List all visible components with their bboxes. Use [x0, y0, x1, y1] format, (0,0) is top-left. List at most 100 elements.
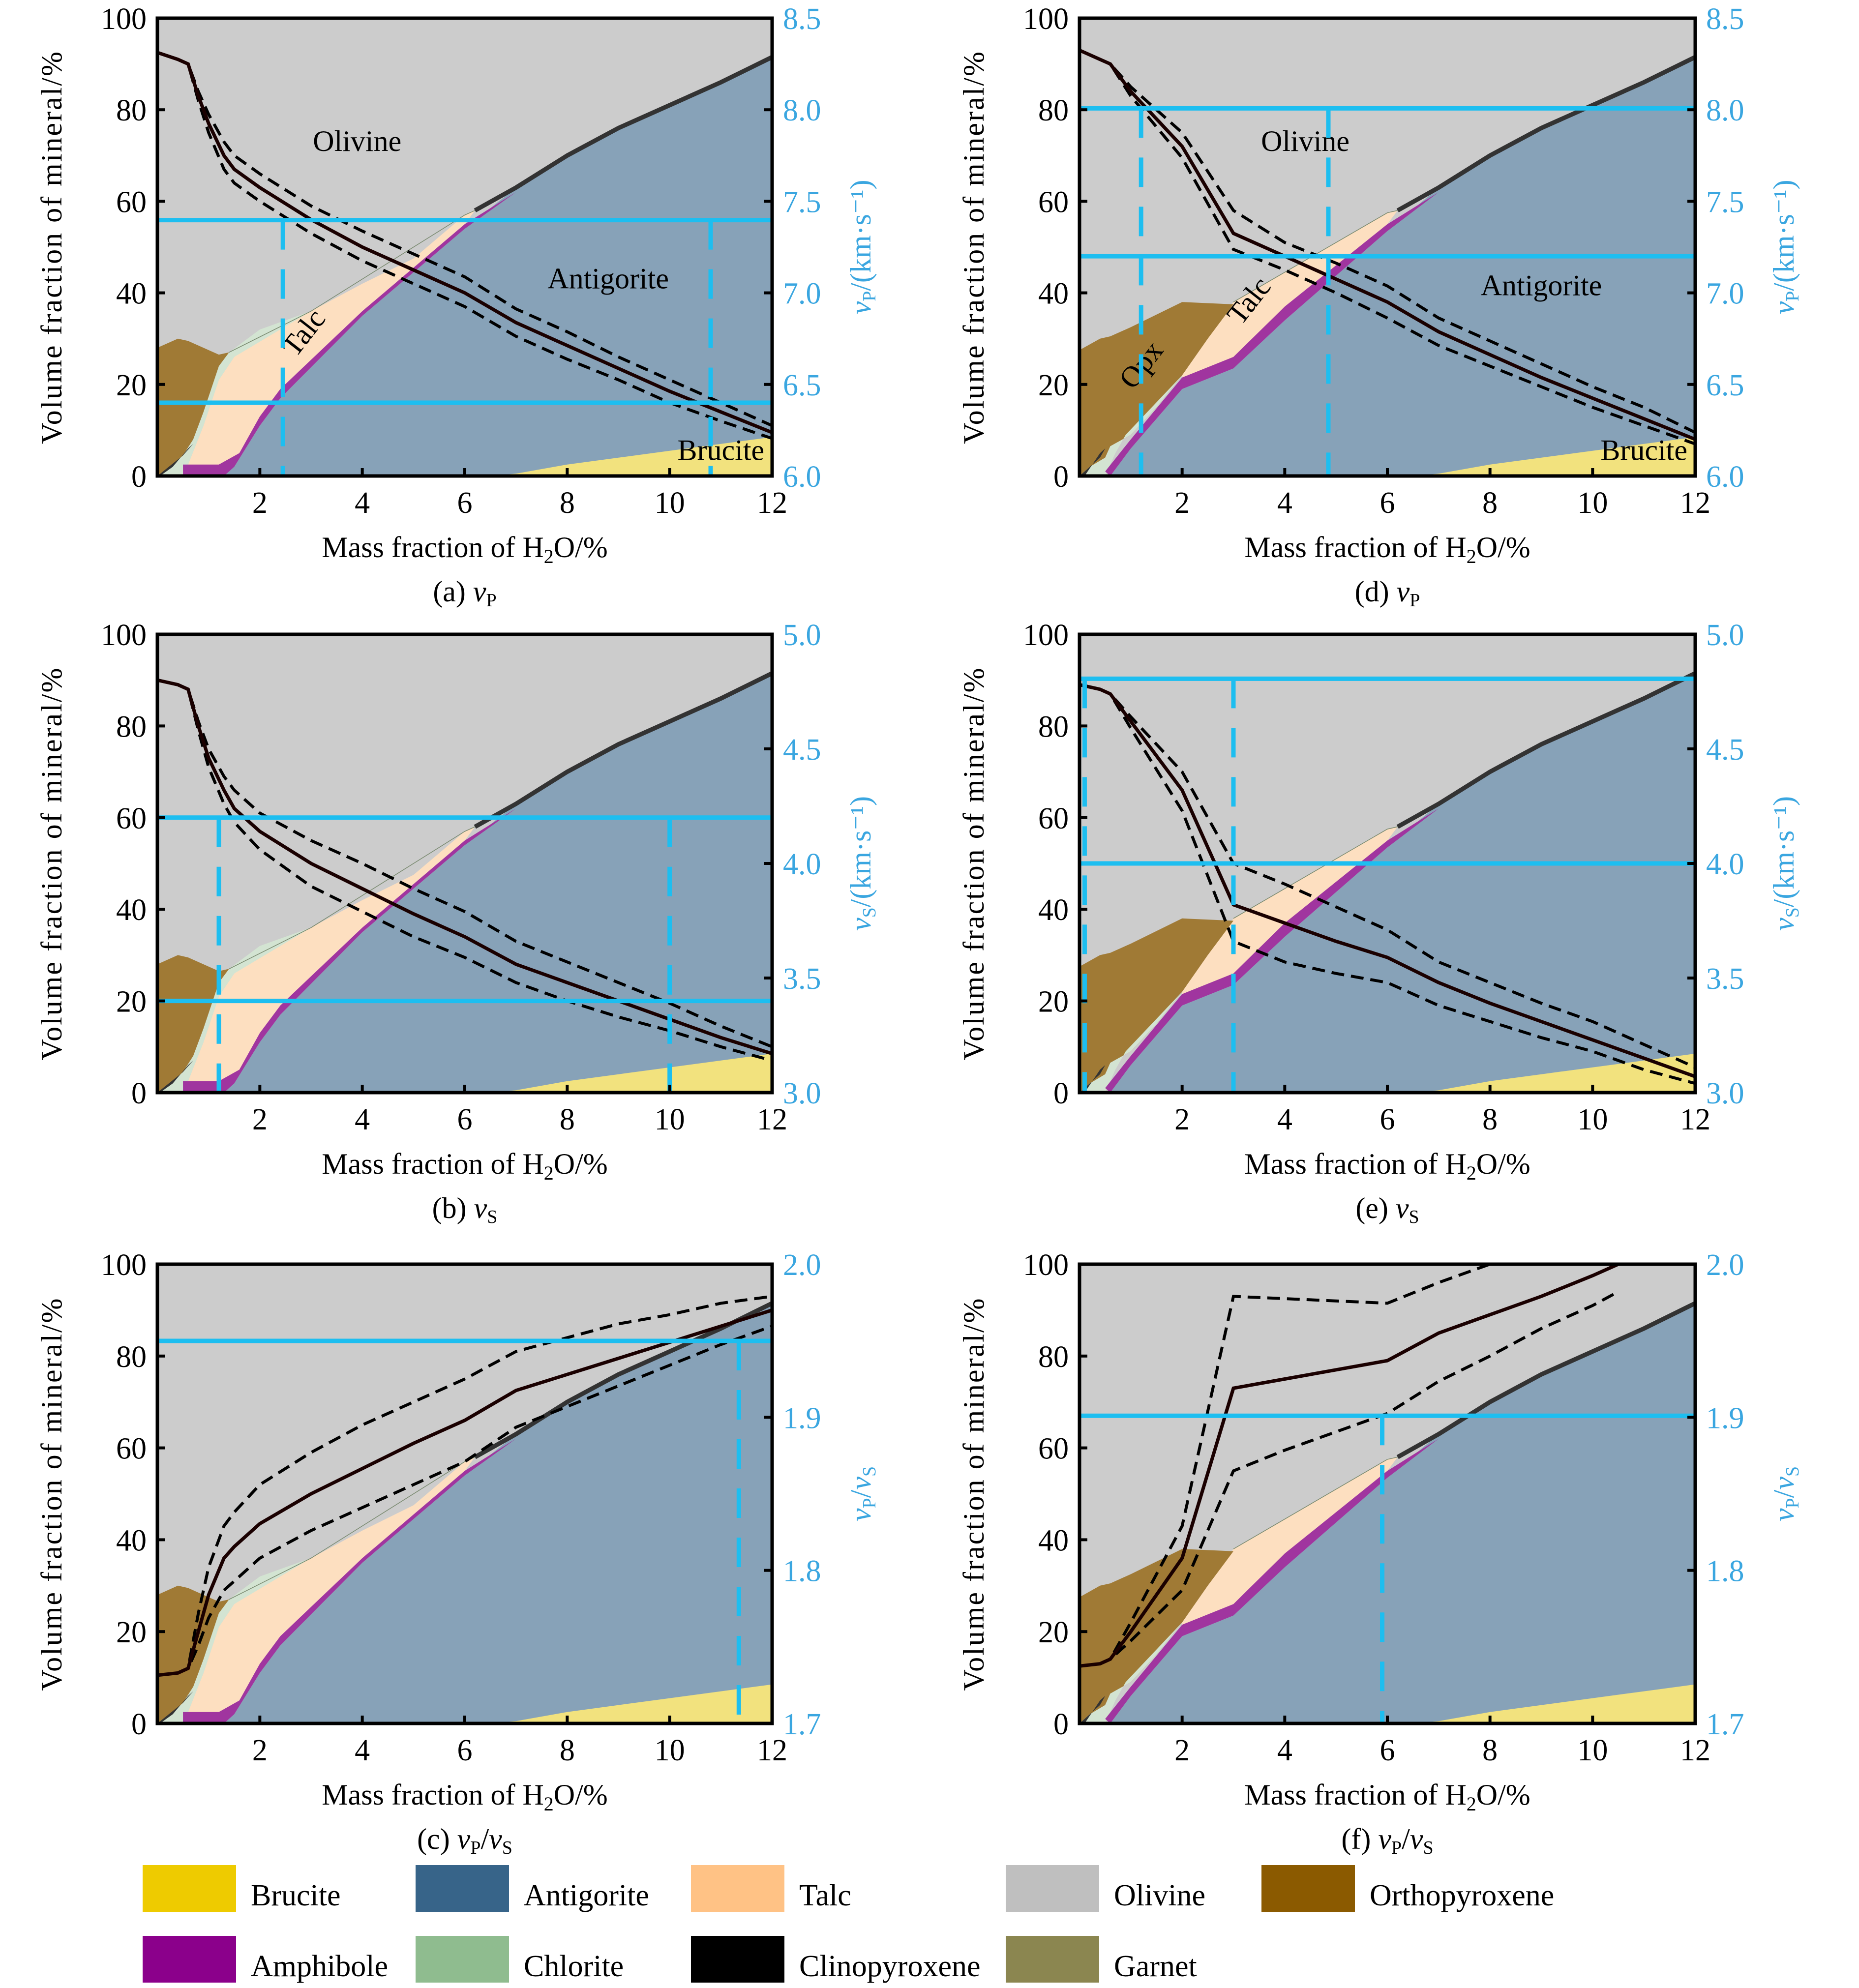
- cpx-region: [1079, 1696, 1106, 1723]
- talc-boundary-line: [1233, 1456, 1398, 1549]
- plot-area: [1079, 634, 1695, 1093]
- y-tick-label: 100: [1023, 1248, 1069, 1282]
- right-y-tick-label: 8.5: [783, 2, 821, 36]
- panel-caption: (a) vP: [433, 575, 496, 611]
- y-tick-label: 80: [116, 94, 147, 127]
- x-tick-label: 2: [252, 486, 268, 520]
- x-tick-label: 8: [1482, 486, 1498, 520]
- legend-swatch: [143, 1936, 236, 1983]
- talc-boundary-line: [1233, 826, 1398, 919]
- x-tick-label: 8: [1482, 1103, 1498, 1136]
- y-tick-label: 80: [116, 710, 147, 743]
- plot-area: [1079, 1264, 1695, 1723]
- legend-swatch: [1261, 1865, 1355, 1912]
- antigorite-boundary-line: [474, 1301, 772, 1459]
- right-axis-title: vP/(km·s⁻¹): [844, 179, 880, 314]
- x-tick-label: 12: [757, 1103, 787, 1136]
- right-axis-title: vP/(km·s⁻¹): [1768, 179, 1803, 314]
- legend-label: Brucite: [251, 1879, 341, 1912]
- opx-region: [1079, 1549, 1233, 1723]
- right-y-tick-label: 5.0: [783, 619, 821, 652]
- talc-region: [183, 1457, 475, 1723]
- cpx-region: [1079, 448, 1106, 476]
- legend-swatch: [143, 1865, 236, 1912]
- x-tick-label: 4: [355, 1103, 370, 1136]
- panel-b: 0 20 40 60 80 100 2 4 6 8 10 123.0 3.5 4.0 4.5 5.0 vS/(k…: [35, 619, 880, 1227]
- legend-item-brucite: Brucite: [143, 1865, 341, 1912]
- right-y-tick-label: 3.0: [1706, 1077, 1744, 1110]
- right-y-tick-label: 3.5: [1706, 962, 1744, 996]
- right-y-tick-label: 1.8: [783, 1555, 821, 1588]
- legend-item-talc: Talc: [691, 1865, 851, 1912]
- panel-caption: (f) vP/vS: [1341, 1823, 1433, 1858]
- chlorite-region: [157, 1558, 311, 1723]
- mean-velocity-curve: [157, 1308, 772, 1677]
- x-tick-label: 2: [1174, 1103, 1190, 1136]
- legend-label: Garnet: [1114, 1950, 1197, 1983]
- chlorite-region: [157, 927, 311, 1093]
- legend-label: Clinopyroxene: [799, 1950, 981, 1983]
- right-axis-title: vP/vS: [1768, 1466, 1803, 1521]
- antigorite-boundary-line: [474, 671, 772, 829]
- legend-swatch: [691, 1936, 784, 1983]
- cpx-region: [157, 444, 193, 476]
- brucite-region: [490, 437, 772, 476]
- antigorite-region: [157, 57, 772, 476]
- x-tick-label: 8: [560, 1734, 575, 1767]
- x-tick-label: 10: [1577, 1734, 1608, 1767]
- legend-label: Olivine: [1114, 1879, 1205, 1912]
- talc-boundary-line: [229, 826, 476, 970]
- legend-swatch: [1006, 1865, 1099, 1912]
- legend-item-garnet: Garnet: [1006, 1936, 1197, 1983]
- right-axis-title: vP/vS: [844, 1466, 880, 1521]
- region-label-antigorite: Antigorite: [547, 262, 669, 295]
- x-tick-label: 12: [1680, 486, 1710, 520]
- y-tick-label: 40: [116, 277, 147, 311]
- legend-swatch: [691, 1865, 784, 1912]
- x-axis-title: Mass fraction of H2O/%: [322, 1148, 608, 1184]
- y-axis-title: Volume fraction of mineral/%: [35, 50, 68, 444]
- region-label-olivine: Olivine: [313, 125, 401, 157]
- x-tick-label: 2: [252, 1734, 268, 1767]
- right-y-tick-label: 3.5: [783, 962, 821, 996]
- opx-region: [157, 955, 229, 1093]
- x-tick-label: 6: [1380, 1103, 1395, 1136]
- antigorite-boundary-line: [1396, 1301, 1695, 1459]
- x-axis-title: Mass fraction of H2O/%: [322, 531, 608, 567]
- x-tick-label: 6: [1380, 486, 1395, 520]
- y-tick-label: 0: [1053, 1077, 1069, 1110]
- right-y-tick-label: 7.5: [783, 185, 821, 219]
- y-tick-label: 40: [116, 1524, 147, 1557]
- lower-bound-curve: [1079, 1290, 1619, 1668]
- right-y-tick-label: 4.0: [1706, 848, 1744, 881]
- y-tick-label: 0: [1053, 1708, 1069, 1741]
- y-tick-label: 100: [1023, 619, 1069, 652]
- brucite-region: [490, 1684, 772, 1723]
- legend-item-antigorite: Antigorite: [416, 1865, 649, 1912]
- right-y-tick-label: 5.0: [1706, 619, 1744, 652]
- y-tick-label: 60: [1038, 802, 1069, 835]
- right-y-tick-label: 1.9: [783, 1401, 821, 1435]
- y-tick-label: 40: [116, 893, 147, 927]
- talc-region: [183, 210, 475, 476]
- mean-velocity-curve: [157, 51, 772, 434]
- right-axis-title: vS/(km·s⁻¹): [1768, 796, 1803, 931]
- right-y-tick-label: 1.9: [1706, 1401, 1744, 1435]
- x-tick-label: 10: [655, 1734, 685, 1767]
- talc-boundary-line: [1233, 210, 1398, 302]
- right-axis-title: vS/(km·s⁻¹): [844, 796, 880, 931]
- brucite-region: [490, 1053, 772, 1093]
- legend-label: Chlorite: [524, 1950, 624, 1983]
- y-tick-label: 20: [1038, 985, 1069, 1019]
- x-tick-label: 4: [1277, 486, 1292, 520]
- y-tick-label: 20: [116, 985, 147, 1019]
- right-y-tick-label: 8.5: [1706, 2, 1744, 36]
- y-tick-label: 0: [1053, 460, 1069, 494]
- antigorite-boundary-line: [1396, 55, 1695, 212]
- opx-region: [1079, 302, 1233, 476]
- mean-velocity-curve: [1079, 683, 1695, 1078]
- opx-region: [157, 338, 229, 476]
- y-tick-label: 60: [116, 185, 147, 219]
